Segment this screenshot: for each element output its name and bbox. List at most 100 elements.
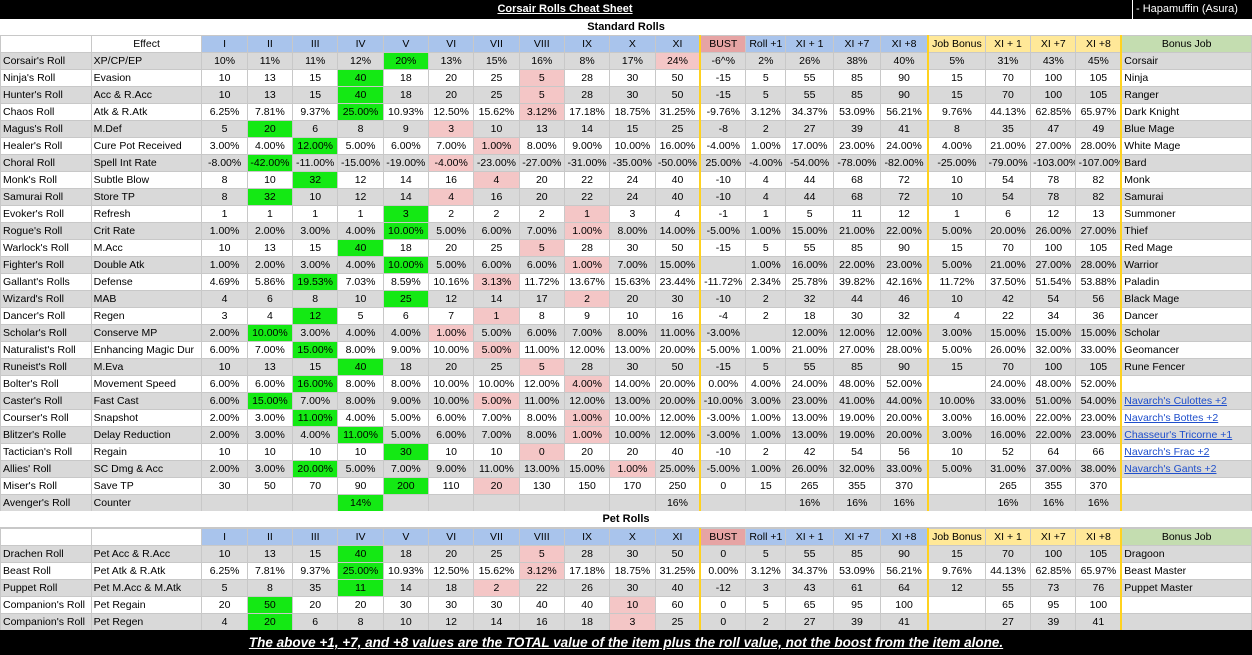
- value-cell: [201, 494, 248, 512]
- standard-header-cell: Bonus Job: [1120, 35, 1252, 53]
- effect-cell: M.Def: [90, 120, 203, 138]
- value-cell: 82: [1075, 188, 1123, 206]
- value-cell: 5.00%: [927, 341, 986, 359]
- value-cell: 54: [984, 188, 1032, 206]
- value-cell: 60: [654, 596, 701, 614]
- value-cell: 27.00%: [1075, 222, 1123, 240]
- value-cell: 15: [927, 86, 986, 104]
- value-cell: 56: [880, 443, 929, 461]
- value-cell: 10.00%: [609, 426, 656, 444]
- value-cell: 12.00%: [563, 341, 611, 359]
- bonus-item-link[interactable]: Chasseur's Tricorne +1: [1120, 426, 1252, 444]
- standard-roll-row: Choral Roll Spell Int Rate -8.00% -42.00% -1…: [0, 154, 1252, 172]
- value-cell: 10: [927, 443, 986, 461]
- effect-cell: Defense: [90, 273, 203, 291]
- pet-header-row: I II III IV V VI VII VIII IX X XI BUST Roll +1 XI + 1…: [0, 528, 1252, 546]
- value-cell: 25: [382, 290, 430, 308]
- value-cell: 54.00%: [1075, 392, 1123, 410]
- value-cell: 90: [880, 358, 929, 376]
- bust-cell: 25.00%: [699, 154, 747, 172]
- value-cell: 28.00%: [880, 341, 929, 359]
- value-cell: 4.00%: [382, 324, 430, 342]
- value-cell: 85: [832, 86, 882, 104]
- value-cell: 9.00%: [382, 341, 430, 359]
- bust-cell: -15: [699, 86, 747, 104]
- bonus-item-link[interactable]: Navarch's Gants +2: [1120, 460, 1252, 478]
- value-cell: 31.00%: [984, 460, 1032, 478]
- value-cell: 1.00%: [745, 409, 787, 427]
- value-cell: 54: [832, 443, 882, 461]
- value-cell: -25.00%: [927, 154, 986, 172]
- value-cell: 13%: [427, 52, 475, 70]
- pet-header-cell: Bonus Job: [1120, 528, 1252, 546]
- value-cell: 20: [427, 239, 475, 257]
- value-cell: 5.86%: [246, 273, 294, 291]
- value-cell: 5: [745, 545, 787, 563]
- value-cell: 20: [427, 545, 475, 563]
- value-cell: 55: [984, 579, 1032, 597]
- value-cell: 46: [880, 290, 929, 308]
- value-cell: 40: [518, 596, 565, 614]
- value-cell: 65.97%: [1075, 103, 1123, 121]
- pet-header-cell: IV: [337, 528, 384, 546]
- value-cell: 21.00%: [984, 137, 1032, 155]
- value-cell: 9: [563, 307, 611, 325]
- effect-cell: Refresh: [90, 205, 203, 223]
- value-cell: 50: [654, 86, 701, 104]
- standard-header-cell: IX: [563, 35, 611, 53]
- value-cell: 10: [337, 290, 384, 308]
- value-cell: 10: [927, 188, 986, 206]
- title-bar: Corsair Rolls Cheat Sheet - Hapamuffin (…: [0, 0, 1252, 19]
- value-cell: 78: [1030, 188, 1077, 206]
- value-cell: 5.00%: [927, 222, 986, 240]
- value-cell: 5.00%: [382, 426, 430, 444]
- value-cell: 12: [1030, 205, 1077, 223]
- pet-header-cell: [0, 528, 92, 546]
- roll-name-cell: Bolter's Roll: [0, 375, 92, 393]
- standard-roll-row: Runeist's Roll M.Eva 10 13 15 40 18 20 25 5 28 30 50…: [0, 358, 1252, 376]
- value-cell: 5: [518, 86, 565, 104]
- standard-header-cell: VIII: [518, 35, 565, 53]
- value-cell: 90: [880, 545, 929, 563]
- value-cell: 5: [745, 596, 787, 614]
- value-cell: 20.00%: [880, 409, 929, 427]
- pet-header-cell: X: [609, 528, 656, 546]
- roll-name-cell: Allies' Roll: [0, 460, 92, 478]
- value-cell: 70: [292, 477, 339, 495]
- value-cell: 20: [427, 86, 475, 104]
- value-cell: 9.37%: [292, 562, 339, 580]
- value-cell: 11.00%: [518, 392, 565, 410]
- effect-cell: XP/CP/EP: [90, 52, 203, 70]
- bonus-item-link[interactable]: Navarch's Culottes +2: [1120, 392, 1252, 410]
- value-cell: [292, 494, 339, 512]
- value-cell: 2: [745, 120, 787, 138]
- value-cell: 5: [201, 120, 248, 138]
- value-cell: 39: [832, 613, 882, 631]
- value-cell: 10: [927, 290, 986, 308]
- value-cell: 13: [246, 358, 294, 376]
- bust-cell: -12: [699, 579, 747, 597]
- value-cell: -42.00%: [246, 154, 294, 172]
- value-cell: 4.00%: [337, 409, 384, 427]
- value-cell: 51.54%: [1030, 273, 1077, 291]
- value-cell: 11.00%: [518, 341, 565, 359]
- bonus-item-link[interactable]: Navarch's Frac +2: [1120, 443, 1252, 461]
- value-cell: 5.00%: [473, 324, 520, 342]
- standard-header-cell: X: [609, 35, 656, 53]
- standard-roll-row: Evoker's Roll Refresh 1 1 1 1 3 2 2 2 1 3 4 -1 1 5 11 12 1…: [0, 205, 1252, 223]
- pet-header-cell: [90, 528, 203, 546]
- bonus-item-link[interactable]: Navarch's Bottes +2: [1120, 409, 1252, 427]
- value-cell: 3.00%: [927, 324, 986, 342]
- bonus-job-cell: Samurai: [1120, 188, 1252, 206]
- value-cell: 16: [473, 188, 520, 206]
- value-cell: -4.00%: [745, 154, 787, 172]
- roll-name-cell: Caster's Roll: [0, 392, 92, 410]
- value-cell: 18.75%: [609, 103, 656, 121]
- value-cell: 11.72%: [927, 273, 986, 291]
- roll-name-cell: Fighter's Roll: [0, 256, 92, 274]
- value-cell: 44.13%: [984, 103, 1032, 121]
- value-cell: [563, 494, 611, 512]
- bust-cell: [699, 494, 747, 512]
- value-cell: -15.00%: [337, 154, 384, 172]
- standard-roll-row: Scholar's Roll Conserve MP 2.00% 10.00% 3.00…: [0, 324, 1252, 342]
